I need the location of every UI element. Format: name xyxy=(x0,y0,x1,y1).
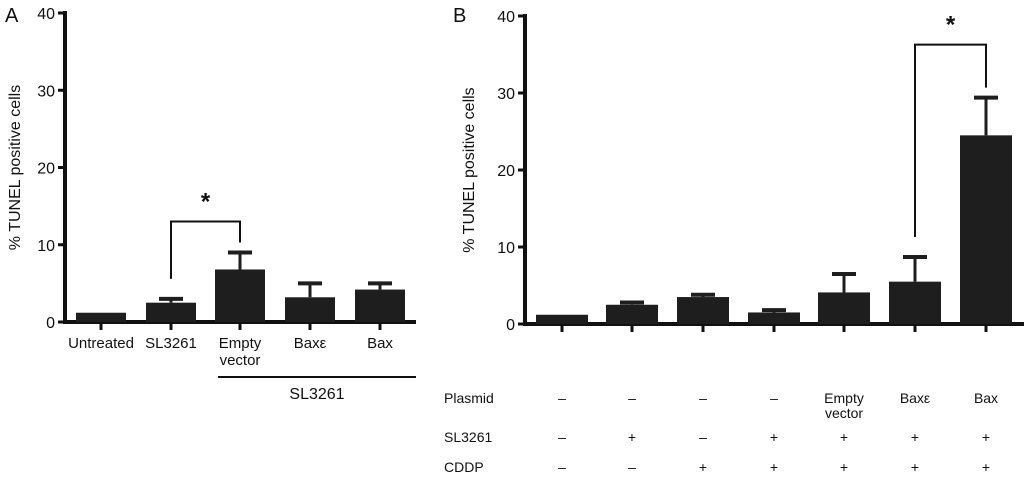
x-tick-label: Baxε xyxy=(294,335,327,352)
condition-row-label: CDDP xyxy=(444,459,484,475)
condition-cell: – xyxy=(628,459,636,475)
condition-cell: Empty vector xyxy=(824,390,864,421)
condition-cell: + xyxy=(770,429,778,445)
group-label: SL3261 xyxy=(289,386,344,403)
y-tick-label: 40 xyxy=(497,9,515,26)
condition-cell: + xyxy=(982,459,990,475)
condition-cell: – xyxy=(558,429,566,445)
condition-cell: + xyxy=(840,459,848,475)
bar xyxy=(960,135,1012,324)
y-tick-label: 20 xyxy=(37,161,55,178)
y-tick-label: 10 xyxy=(497,240,515,257)
y-axis-label: % TUNEL positive cells xyxy=(461,87,478,252)
condition-cell: + xyxy=(770,459,778,475)
significance-asterisk: * xyxy=(946,12,956,39)
condition-cell: – xyxy=(558,459,566,475)
condition-cell: + xyxy=(628,429,636,445)
condition-cell: – xyxy=(558,390,566,406)
bar xyxy=(748,312,800,324)
y-tick-label: 30 xyxy=(497,86,515,103)
bar xyxy=(355,289,405,322)
bar xyxy=(889,281,941,324)
condition-cell: + xyxy=(699,459,707,475)
condition-cell: + xyxy=(911,459,919,475)
significance-asterisk: * xyxy=(201,188,211,215)
y-axis-label: % TUNEL positive cells xyxy=(7,85,24,250)
condition-cell: – xyxy=(699,390,707,406)
bar xyxy=(215,269,265,322)
condition-cell: + xyxy=(911,429,919,445)
bar xyxy=(146,302,196,322)
x-tick-label: Untreated xyxy=(68,335,134,352)
bar xyxy=(76,312,126,322)
condition-cell: + xyxy=(982,429,990,445)
significance-bracket xyxy=(914,43,987,238)
condition-cell: Baxε xyxy=(900,390,930,406)
y-tick-label: 10 xyxy=(37,238,55,255)
y-tick-label: 40 xyxy=(37,6,55,23)
panel-label: B xyxy=(453,5,466,27)
y-tick-label: 30 xyxy=(37,83,55,100)
bar xyxy=(677,297,729,324)
condition-cell: Bax xyxy=(974,390,998,406)
condition-row-label: Plasmid xyxy=(444,390,494,406)
y-tick-label: 20 xyxy=(497,163,515,180)
bar xyxy=(536,314,588,324)
x-tick-label: SL3261 xyxy=(145,335,197,352)
significance-bracket xyxy=(170,220,241,279)
condition-row-label: SL3261 xyxy=(444,429,492,445)
condition-cell: – xyxy=(770,390,778,406)
y-tick-label: 0 xyxy=(46,315,55,332)
y-tick-label: 0 xyxy=(506,317,515,334)
bar xyxy=(818,292,870,324)
bar xyxy=(285,297,335,322)
bar xyxy=(606,304,658,324)
x-tick-label: Empty vector xyxy=(219,335,262,369)
condition-cell: + xyxy=(840,429,848,445)
condition-cell: – xyxy=(699,429,707,445)
condition-cell: – xyxy=(628,390,636,406)
x-tick-label: Bax xyxy=(367,335,393,352)
panel-label: A xyxy=(5,5,19,27)
